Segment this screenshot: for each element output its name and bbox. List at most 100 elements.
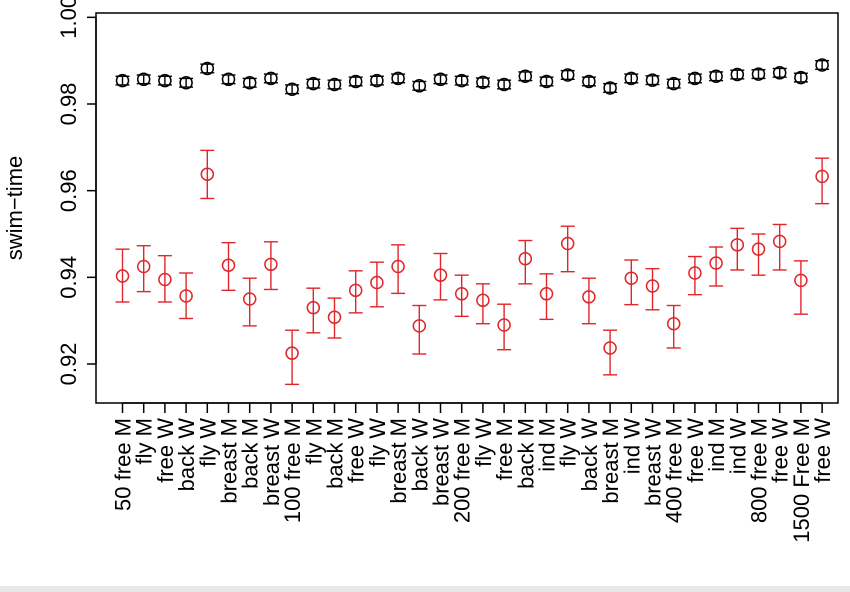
- x-tick-label: back M: [238, 418, 263, 489]
- data-point: [497, 318, 511, 332]
- x-tick-label: 400 free M: [662, 418, 687, 523]
- x-tick-label: breast M: [386, 418, 411, 504]
- bottom-edge-strip: [0, 586, 850, 592]
- x-tick-label: ind M: [535, 418, 560, 472]
- data-point: [327, 77, 342, 92]
- series-layer: [115, 58, 830, 386]
- data-point: [391, 71, 405, 86]
- data-point: [497, 77, 511, 92]
- data-point: [242, 76, 257, 90]
- y-tick-label: 0.92: [56, 343, 81, 386]
- data-point: [221, 72, 236, 87]
- x-tick-label: breast W: [429, 418, 454, 506]
- data-point: [603, 81, 617, 95]
- x-tick-label: back W: [577, 418, 602, 492]
- data-point: [412, 79, 427, 93]
- data-point: [433, 268, 448, 282]
- data-point: [476, 293, 490, 308]
- data-point: [815, 169, 829, 184]
- x-tick-label: free W: [810, 418, 835, 483]
- y-tick-label: 0.98: [56, 83, 81, 126]
- data-point: [688, 71, 702, 86]
- data-point: [200, 167, 215, 181]
- x-tick-label: ind W: [725, 418, 750, 474]
- x-tick-label: 800 free M: [747, 418, 772, 523]
- data-point: [518, 251, 533, 266]
- data-point: [136, 259, 151, 274]
- data-point: [582, 290, 596, 304]
- data-point: [772, 66, 787, 80]
- x-tick-label: free W: [153, 418, 178, 483]
- data-point: [560, 236, 575, 251]
- x-tick-label: free W: [683, 418, 708, 483]
- data-point: [179, 76, 193, 90]
- data-point: [560, 68, 575, 82]
- data-point: [179, 289, 193, 303]
- data-point: [285, 82, 299, 97]
- y-axis: 0.92 0.94 0.96 0.98 1.00: [56, 0, 97, 386]
- data-point: [264, 71, 278, 86]
- y-tick-label: 0.94: [56, 256, 81, 299]
- data-point: [412, 319, 427, 333]
- data-point: [709, 256, 723, 270]
- data-point: [242, 292, 257, 306]
- data-point: [136, 72, 151, 87]
- x-tick-label: back M: [513, 418, 538, 489]
- data-point: [624, 71, 639, 86]
- x-tick-label: ind W: [619, 418, 644, 474]
- x-tick-label: breast M: [217, 418, 242, 504]
- data-point: [645, 73, 660, 87]
- y-tick-label: 1.00: [56, 0, 81, 39]
- x-tick-label: breast W: [259, 418, 284, 506]
- data-point: [666, 316, 681, 331]
- data-point: [285, 346, 299, 360]
- data-point: [306, 76, 321, 91]
- data-point: [624, 271, 639, 285]
- data-point: [264, 257, 278, 272]
- data-point: [370, 275, 384, 290]
- data-point: [200, 61, 215, 76]
- data-point: [772, 234, 787, 249]
- data-point: [433, 72, 448, 87]
- data-point: [348, 283, 363, 298]
- data-point: [158, 73, 172, 88]
- data-point: [539, 287, 554, 301]
- x-tick-label: fly W: [471, 418, 496, 467]
- data-point: [730, 238, 745, 252]
- x-tick-label: back W: [174, 418, 199, 492]
- data-point: [454, 73, 469, 88]
- data-point: [391, 259, 405, 274]
- data-point: [518, 69, 533, 84]
- data-point: [582, 74, 596, 89]
- data-point: [751, 67, 766, 81]
- data-point: [454, 287, 469, 301]
- data-point: [666, 76, 681, 91]
- x-tick-label: breast W: [641, 418, 666, 506]
- x-tick-label: fly M: [132, 418, 157, 464]
- data-point: [539, 74, 554, 89]
- data-point: [794, 70, 808, 85]
- series-0: [115, 58, 830, 97]
- x-tick-label: breast M: [598, 418, 623, 504]
- data-point: [348, 74, 363, 89]
- data-point: [730, 67, 745, 82]
- data-point: [688, 266, 702, 280]
- data-point: [327, 310, 342, 324]
- series-1: [115, 149, 830, 386]
- x-tick-label: fly W: [195, 418, 220, 467]
- x-tick-label: 1500 Free M: [789, 418, 814, 543]
- data-point: [370, 73, 384, 88]
- x-tick-label: fly W: [556, 418, 581, 467]
- x-tick-label: 200 free M: [450, 418, 475, 523]
- data-point: [476, 75, 490, 90]
- data-point: [221, 258, 236, 272]
- data-point: [794, 273, 808, 288]
- data-point: [115, 269, 130, 283]
- x-tick-label: free W: [344, 418, 369, 483]
- x-tick-label: fly W: [365, 418, 390, 467]
- x-tick-label: 100 free M: [280, 418, 305, 523]
- y-tick-label: 0.96: [56, 169, 81, 212]
- data-point: [709, 69, 723, 84]
